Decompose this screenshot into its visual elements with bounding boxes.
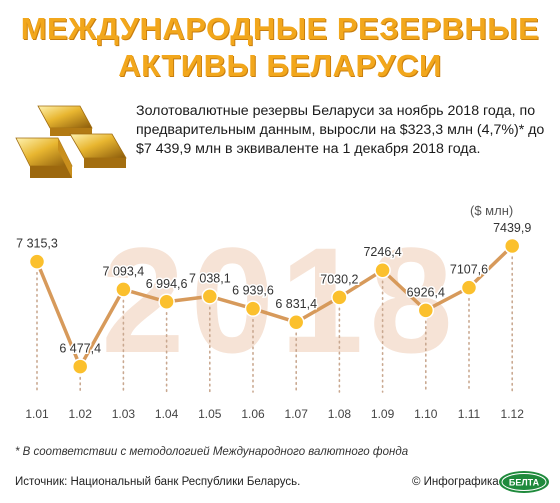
data-label: 7107,6 [450,263,488,277]
x-tick-label: 1.02 [69,407,93,421]
x-tick-label: 1.05 [198,407,222,421]
description-text: Золотовалютные резервы Беларуси за ноябр… [136,103,545,157]
data-label: 7030,2 [320,272,358,286]
data-point [28,253,46,270]
data-label: 7246,4 [363,245,401,259]
x-tick-label: 1.08 [328,407,352,421]
x-tick-label: 1.10 [414,407,438,421]
belta-logo-text: БЕЛТА [509,478,540,488]
x-tick-label: 1.12 [501,407,525,421]
data-label: 6 831,4 [275,297,317,311]
data-point [244,300,262,317]
footnote: * В соответствии с методологией Междунар… [15,446,409,458]
x-tick-label: 1.09 [371,407,395,421]
data-point [115,281,132,298]
data-point [201,288,219,305]
data-label: 6 939,6 [232,284,274,298]
title-line-2: АКТИВЫ БЕЛАРУСИ [118,48,442,83]
data-point [331,289,348,306]
x-tick-label: 1.06 [241,407,265,421]
x-tick-label: 1.04 [155,407,179,421]
unit-label: ($ млн) [470,203,514,218]
credit-text: © Инфографика [412,476,499,488]
data-point [460,279,478,296]
source-text: Источник: Национальный банк Республики Б… [15,476,301,488]
x-tick-label: 1.03 [112,407,136,421]
belta-logo-icon: БЕЛТА [499,471,549,493]
data-point [158,293,175,311]
x-tick-label: 1.11 [458,407,481,421]
data-point [71,358,89,375]
data-label: 6 477,4 [59,342,101,356]
data-label: 7 315,3 [16,237,58,251]
data-point [417,302,435,319]
data-point [374,261,391,279]
data-label: 7 038,1 [189,271,231,285]
x-tick-label: 1.01 [25,407,49,421]
title-line-1: МЕЖДУНАРОДНЫЕ РЕЗЕРВНЫЕ [20,11,540,46]
data-label: 6926,4 [407,285,445,299]
x-tick-label: 1.07 [285,407,309,421]
data-label: 6 994,6 [146,277,188,291]
data-point [503,237,521,255]
data-label: 7439,9 [493,221,531,235]
data-label: 7 093,4 [103,264,145,278]
gold-bars-icon [15,105,127,178]
data-point [287,313,305,331]
